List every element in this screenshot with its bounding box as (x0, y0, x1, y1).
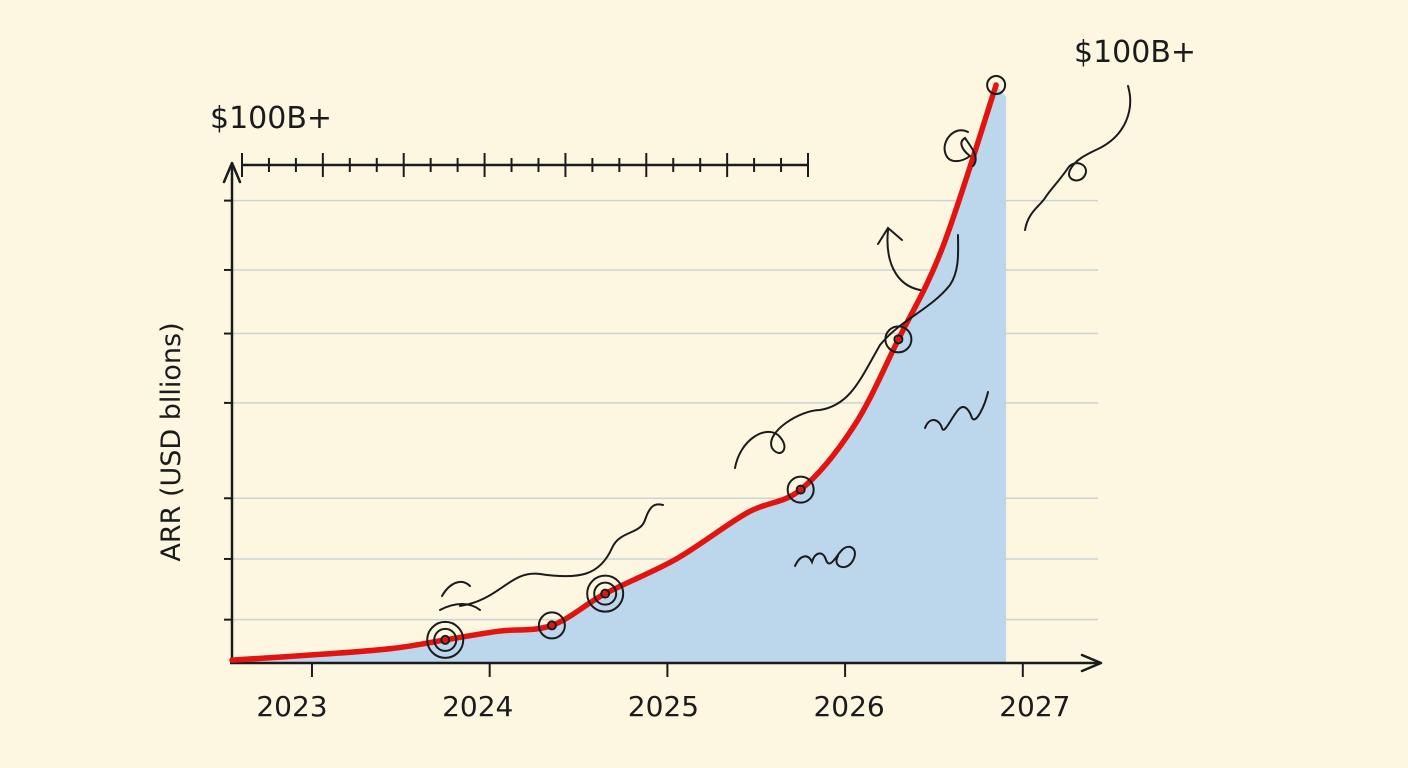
x-tick-label: 2026 (813, 690, 884, 723)
marker-ring (795, 484, 806, 495)
arrow-doodle (886, 229, 921, 291)
squiggle-doodle (439, 603, 481, 611)
x-tick-label: 2025 (628, 690, 699, 723)
x-tick-label: 2023 (256, 690, 327, 723)
x-ticks: 2023 2024 2025 2026 2027 (256, 663, 1070, 723)
series-area-fill (232, 85, 1007, 663)
x-tick-label: 2027 (999, 690, 1070, 723)
marker-ring (593, 581, 618, 606)
y-axis-label: ARR (USD bllions) (156, 322, 187, 561)
grid-layer (232, 199, 1098, 621)
marker-ring (786, 475, 815, 504)
axes-layer (222, 161, 1103, 673)
ruler-annotation: $100B+ (210, 101, 332, 136)
squiggle-doodle (734, 234, 960, 469)
markers (426, 75, 1007, 659)
x-tick-label: 2024 (442, 690, 513, 723)
squiggle-doodle (459, 503, 664, 607)
squiggle-doodle (794, 545, 856, 569)
marker-ring (426, 620, 465, 659)
marker-ring (537, 611, 566, 640)
swirl-doodle (943, 129, 977, 167)
marker-ring (433, 627, 458, 652)
y-axis-arrowhead (222, 161, 242, 184)
doodles (439, 85, 1132, 611)
x-axis-arrowhead (1080, 653, 1103, 673)
y-ticks (224, 199, 232, 621)
top-ruler-ticks (241, 153, 809, 177)
marker-ring (893, 334, 904, 345)
peak-annotation: $100B+ (1074, 35, 1196, 70)
data-point-marker (426, 620, 465, 659)
data-point-marker (586, 574, 625, 613)
marker-ring (986, 75, 1007, 95)
marker-ring (546, 620, 557, 631)
marker-ring (586, 574, 625, 613)
data-point-marker (986, 75, 1007, 95)
arrow-doodle-head (877, 226, 903, 245)
squiggle-doodle (441, 580, 471, 597)
squiggle-doodle (924, 391, 989, 431)
marker-ring (600, 588, 611, 599)
data-point-marker (537, 611, 566, 640)
squiggle-doodle (1024, 85, 1132, 231)
data-point-marker (786, 475, 815, 504)
series-line-arr (229, 82, 999, 663)
marker-ring (440, 634, 451, 645)
